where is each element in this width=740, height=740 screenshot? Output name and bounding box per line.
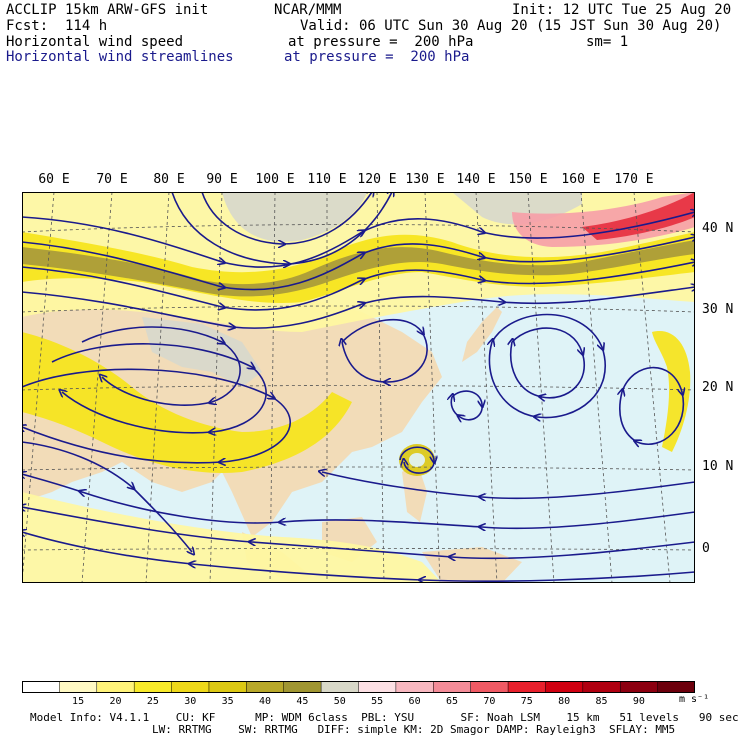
field1-level: at pressure = 200 hPa (288, 34, 474, 50)
colorbar (22, 681, 695, 693)
colorbar-label: 30 (184, 696, 197, 707)
colorbar-cell (470, 681, 509, 693)
parallel-0 (22, 548, 695, 551)
lon-label-170e: 170 E (614, 172, 654, 187)
colorbar-cell (545, 681, 584, 693)
lon-label-150e: 150 E (508, 172, 548, 187)
model-info-line2: LW: RRTMG SW: RRTMG DIFF: simple KM: 2D … (152, 723, 676, 736)
lon-label-100e: 100 E (255, 172, 295, 187)
colorbar-cell (133, 681, 173, 693)
colorbar-cell (22, 681, 61, 693)
colorbar-label: 15 (72, 696, 85, 707)
streamline-anticyclone-3 (22, 368, 291, 462)
organization-label: NCAR/MMM (274, 2, 342, 18)
colorbar-cell (171, 681, 210, 693)
colorbar-label: 60 (408, 696, 421, 707)
colorbar-cell (507, 681, 547, 693)
lon-label-160e: 160 E (561, 172, 601, 187)
lon-label-110e: 110 E (307, 172, 347, 187)
colorbar-cell (433, 681, 472, 693)
init-time: Init: 12 UTC Tue 25 Aug 20 (512, 2, 732, 18)
colorbar-label: 55 (371, 696, 384, 707)
lon-label-130e: 130 E (405, 172, 445, 187)
colorbar-label: 70 (483, 696, 496, 707)
colorbar-unit: m s⁻¹ (679, 694, 710, 705)
colorbar-cell (96, 681, 135, 693)
lon-label-90e: 90 E (206, 172, 238, 187)
forecast-hour: Fcst: 114 h (6, 18, 108, 34)
colorbar-cell (582, 681, 621, 693)
wind-speed-map (22, 192, 695, 583)
parallel-10n (22, 466, 695, 471)
model-title: ACCLIP 15km ARW-GFS init (6, 2, 209, 18)
colorbar-cell (320, 681, 360, 693)
lon-label-70e: 70 E (96, 172, 128, 187)
colorbar-label: 80 (558, 696, 571, 707)
lat-label-40n: 40 N (702, 221, 734, 236)
streamline-jet-3 (22, 262, 695, 310)
wind-streamlines (22, 192, 695, 581)
model-info-line1: Model Info: V4.1.1 CU: KF MP: WDM 6class… (30, 711, 739, 724)
colorbar-label: 90 (632, 696, 645, 707)
streamline-arc-north-2 (171, 192, 392, 264)
streamline-typhoon (399, 446, 434, 474)
lon-label-120e: 120 E (357, 172, 397, 187)
colorbar-label: 75 (520, 696, 533, 707)
lat-label-0: 0 (702, 541, 710, 556)
colorbar-label: 25 (146, 696, 159, 707)
colorbar-cell (208, 681, 248, 693)
streamline-cyclone-east-2 (489, 313, 606, 418)
streamline-jet-4 (22, 287, 695, 328)
colorbar-label: 35 (221, 696, 234, 707)
lat-label-20n: 20 N (702, 380, 734, 395)
lat-label-10n: 10 N (702, 459, 734, 474)
colorbar-label: 45 (296, 696, 309, 707)
streamline-cyclone-far-east (620, 366, 684, 445)
colorbar-cell (619, 681, 659, 693)
valid-time: Valid: 06 UTC Sun 30 Aug 20 (15 JST Sun … (300, 18, 722, 34)
meridian-160e (580, 192, 613, 583)
colorbar-label: 20 (109, 696, 122, 707)
meridian-140e (475, 192, 498, 583)
streamline-small-vortex (451, 390, 482, 420)
colorbar-cell (246, 681, 285, 693)
field2-level: at pressure = 200 hPa (284, 49, 470, 65)
lat-label-30n: 30 N (702, 302, 734, 317)
colorbar-label: 40 (258, 696, 272, 707)
lon-label-60e: 60 E (38, 172, 70, 187)
lon-label-80e: 80 E (153, 172, 185, 187)
streamline-india-outflow (22, 441, 192, 552)
field1-name: Horizontal wind speed (6, 34, 184, 50)
map-frame (22, 192, 695, 583)
streamline-trade-4 (22, 532, 695, 581)
colorbar-cell (657, 681, 695, 693)
smoothing-label: sm= 1 (586, 34, 629, 50)
colorbar-label: 50 (333, 696, 346, 707)
lon-label-140e: 140 E (456, 172, 496, 187)
colorbar-cell (395, 681, 435, 693)
colorbar-cell (59, 681, 98, 693)
colorbar-cell (358, 681, 397, 693)
typhoon-eye (409, 453, 425, 467)
colorbar-cell (283, 681, 322, 693)
colorbar-frame (22, 681, 695, 693)
colorbar-label: 65 (445, 696, 458, 707)
colorbar-label: 85 (595, 696, 608, 707)
streamline-china-loop (342, 318, 428, 382)
meridian-150e (527, 192, 555, 583)
field2-name: Horizontal wind streamlines (6, 49, 234, 65)
